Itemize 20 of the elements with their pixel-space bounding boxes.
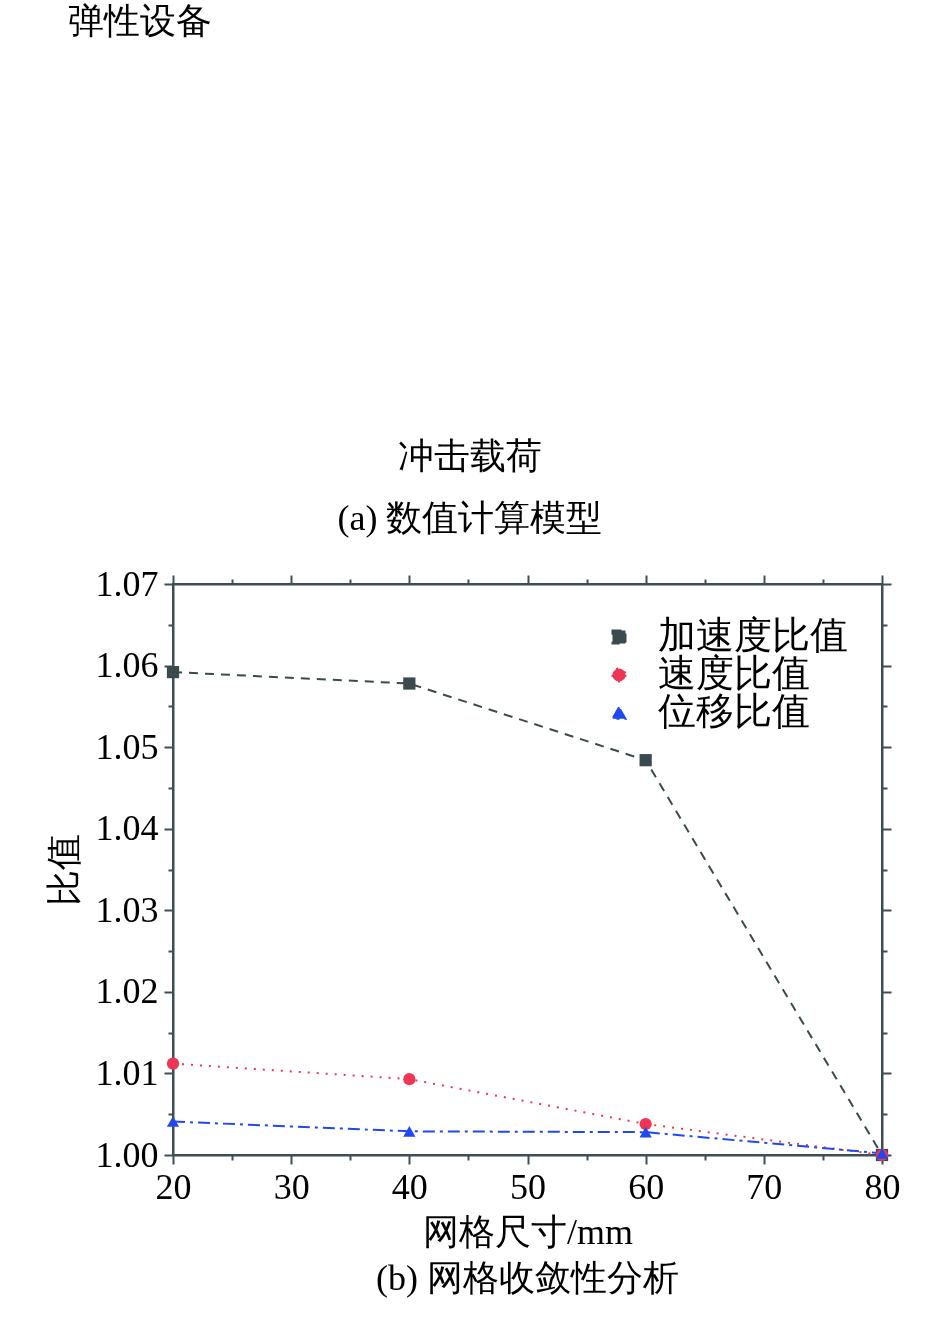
- x-tick-label: 30: [273, 1166, 310, 1207]
- x-tick-label: 70: [746, 1166, 783, 1207]
- x-tick-label: 80: [864, 1166, 901, 1207]
- y-tick-label: 1.01: [95, 1052, 159, 1093]
- y-tick-label: 1.03: [95, 889, 159, 930]
- x-tick-label: 50: [510, 1166, 546, 1207]
- y-axis-title: 比值: [43, 834, 84, 906]
- y-tick-label: 1.02: [95, 971, 159, 1012]
- text: (a) 数值计算模型: [337, 498, 603, 538]
- y-tick-label: 1.04: [95, 808, 159, 849]
- text: 弹性设备: [68, 1, 212, 41]
- x-tick-label: 60: [628, 1166, 665, 1207]
- y-tick-label: 1.07: [95, 563, 159, 604]
- y-tick-label: 1.06: [95, 645, 159, 686]
- x-axis-title: 网格尺寸/mm: [422, 1211, 634, 1252]
- text: 冲击载荷: [398, 436, 542, 476]
- legend-label: 位移比值: [658, 690, 810, 732]
- text: (b) 网格收敛性分析: [376, 1258, 679, 1298]
- y-tick-label: 1.05: [95, 726, 159, 767]
- x-tick-label: 40: [391, 1166, 428, 1207]
